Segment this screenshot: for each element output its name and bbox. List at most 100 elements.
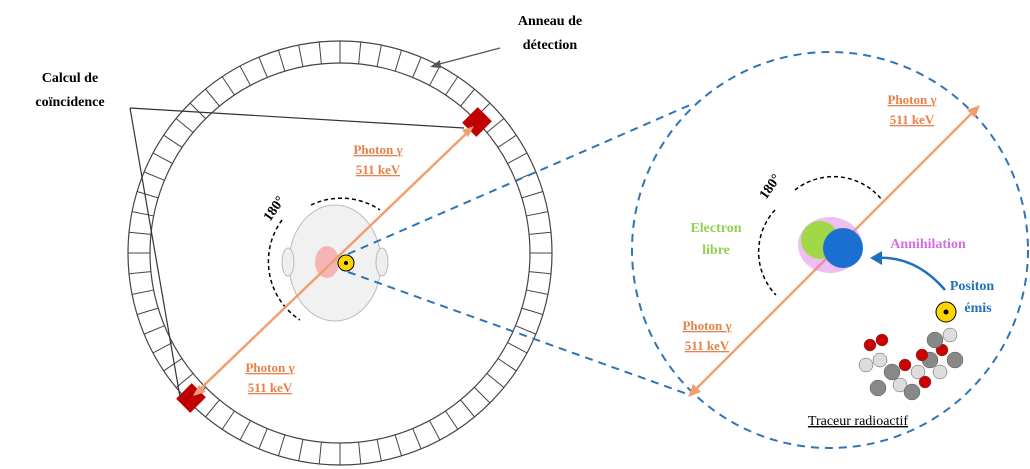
angle-arc — [267, 219, 301, 321]
ring-cell-divider — [429, 420, 441, 441]
ring-cell-divider — [298, 439, 304, 462]
label: Photon γ — [353, 142, 402, 157]
ring-cell-divider — [507, 152, 528, 164]
ring-cell-divider — [526, 289, 549, 295]
ring-cell-divider — [507, 342, 528, 354]
ring-cell-divider — [358, 41, 362, 64]
ring-cell-divider — [205, 399, 220, 418]
ring-cell-divider — [277, 434, 286, 457]
atom — [903, 383, 921, 401]
ring-cell-divider — [394, 49, 403, 72]
atom — [869, 379, 887, 397]
label: Photon γ — [245, 360, 294, 375]
label: Photon γ — [682, 318, 731, 333]
ring-cell-divider — [376, 44, 382, 67]
ring-cell-divider — [128, 231, 151, 235]
label: Annihilation — [890, 237, 966, 252]
ring-cell-divider — [429, 65, 441, 86]
label: coïncidence — [35, 95, 104, 110]
ring-cell-divider — [239, 65, 251, 86]
ring-cell-divider — [318, 442, 322, 465]
label: Photon γ — [887, 92, 936, 107]
angle-arc — [310, 197, 381, 211]
atom — [915, 348, 929, 362]
ring-cell-divider — [189, 102, 207, 120]
arrow-head — [193, 385, 206, 396]
label: Electron — [690, 221, 741, 236]
arrow-head — [430, 60, 441, 68]
ring-cell-divider — [445, 76, 459, 96]
zoom-line — [347, 271, 691, 396]
label: détection — [523, 38, 578, 53]
arrow-head — [967, 105, 980, 118]
ring-cell-divider — [376, 439, 382, 462]
ear — [281, 247, 295, 277]
atom — [918, 375, 932, 389]
ring-cell-divider — [529, 231, 552, 235]
ring-cell-divider — [221, 410, 235, 430]
label: émis — [964, 301, 992, 316]
ring-cell-divider — [136, 307, 159, 316]
ring-cell-divider — [394, 434, 403, 457]
tracer-molecule — [858, 327, 964, 401]
ring-cell-divider — [175, 373, 194, 388]
atom — [875, 333, 889, 347]
atom — [932, 364, 948, 380]
ring-cell-divider — [152, 342, 173, 354]
zoom-circle — [631, 51, 1029, 449]
ring-cell-divider — [298, 44, 304, 67]
ring-cell-divider — [515, 325, 537, 335]
ring-cell-divider — [152, 152, 173, 164]
radiation-icon — [344, 261, 348, 265]
ring-cell-divider — [258, 428, 268, 450]
coincidence-line — [129, 107, 465, 129]
atom — [926, 331, 944, 349]
ring-cell-divider — [486, 373, 505, 388]
zoom-line — [347, 104, 691, 255]
label: Traceur radioactif — [808, 414, 908, 429]
ring-cell-divider — [486, 118, 505, 133]
arrow-head — [870, 251, 882, 265]
atom — [858, 357, 874, 373]
ring-cell-divider — [163, 134, 183, 148]
label: Calcul de — [42, 71, 98, 86]
atom — [946, 351, 964, 369]
ring-cell-divider — [358, 442, 362, 465]
label: 511 keV — [356, 162, 401, 177]
radiation-icon — [943, 309, 949, 315]
angle-arc — [794, 175, 883, 201]
ring-cell-divider — [175, 118, 194, 133]
arrow — [874, 256, 946, 291]
ring-cell-divider — [529, 271, 552, 275]
ring-cell-divider — [521, 190, 544, 199]
label: Positon — [950, 279, 995, 294]
ring-cell-divider — [128, 271, 151, 275]
ring-cell-divider — [143, 171, 165, 181]
atom — [863, 338, 877, 352]
label: Anneau de — [518, 14, 582, 29]
brain-tumor — [315, 246, 339, 278]
atom — [883, 363, 901, 381]
arrow — [431, 47, 501, 67]
ring-cell-divider — [412, 428, 422, 450]
ring-cell-divider — [131, 289, 154, 295]
atom — [892, 377, 908, 393]
ring-cell-divider — [473, 386, 491, 404]
label: libre — [702, 243, 730, 258]
ring-cell-divider — [163, 358, 183, 372]
label: 511 keV — [248, 380, 293, 395]
ring-cell-divider — [131, 211, 154, 217]
ring-cell-divider — [497, 134, 517, 148]
ring-cell-divider — [277, 49, 286, 72]
label: 511 keV — [685, 338, 730, 353]
ring-cell-divider — [239, 420, 251, 441]
ring-cell-divider — [521, 307, 544, 316]
ring-cell-divider — [258, 56, 268, 78]
label: 180° — [757, 172, 785, 202]
photon-path — [196, 129, 471, 393]
ring-cell-divider — [460, 88, 475, 107]
atom — [898, 358, 912, 372]
ring-cell-divider — [143, 325, 165, 335]
ring-cell-divider — [221, 76, 235, 96]
